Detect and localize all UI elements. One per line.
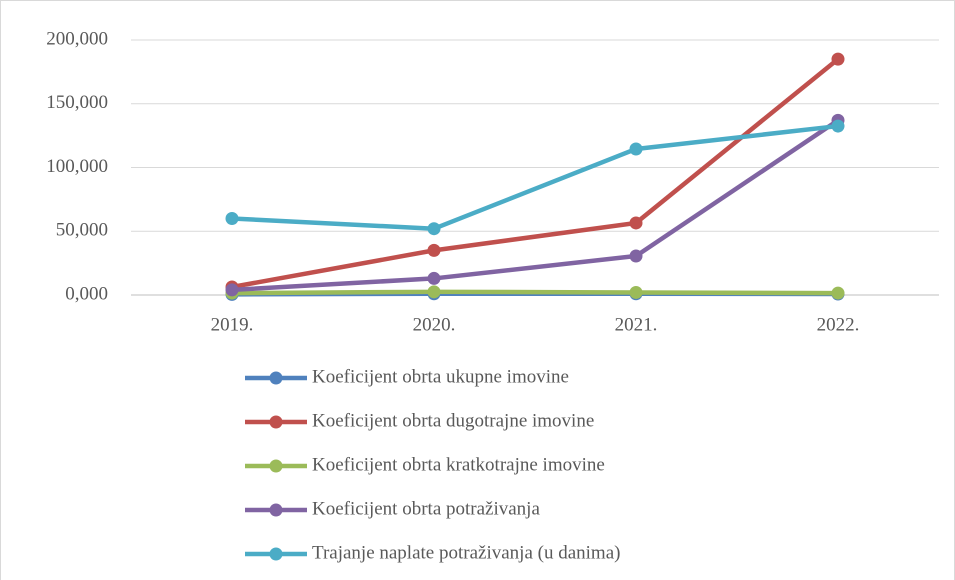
- legend-label: Koeficijent obrta ukupne imovine: [312, 366, 569, 387]
- x-tick-label: 2022.: [817, 314, 860, 335]
- legend-label: Koeficijent obrta kratkotrajne imovine: [312, 454, 605, 475]
- legend-marker: [269, 371, 283, 385]
- y-tick-label: 200,000: [46, 28, 108, 49]
- legend-label: Koeficijent obrta potraživanja: [312, 498, 540, 519]
- x-tick-label: 2019.: [211, 314, 254, 335]
- y-tick-label: 0,000: [65, 283, 108, 304]
- legend-marker: [269, 459, 283, 473]
- series-marker: [629, 249, 643, 263]
- series-marker: [831, 119, 845, 133]
- series-marker: [427, 243, 441, 257]
- series-marker: [225, 283, 239, 297]
- legend-marker: [269, 503, 283, 517]
- legend-label: Trajanje naplate potraživanja (u danima): [312, 542, 620, 563]
- legend-label: Koeficijent obrta dugotrajne imovine: [312, 410, 594, 431]
- series-marker: [831, 286, 845, 300]
- series-marker: [427, 222, 441, 236]
- series-marker: [225, 212, 239, 225]
- y-tick-label: 150,000: [46, 92, 108, 113]
- x-tick-label: 2020.: [413, 314, 456, 335]
- series-marker: [831, 52, 845, 66]
- y-tick-label: 100,000: [46, 156, 108, 177]
- series-line: [231, 57, 840, 290]
- series-marker: [427, 271, 441, 285]
- series-line: [231, 289, 839, 296]
- y-tick-label: 50,000: [56, 220, 108, 241]
- series-line: [231, 118, 840, 293]
- series-line: [231, 123, 839, 231]
- legend-marker: [269, 547, 283, 561]
- x-tick-label: 2021.: [615, 314, 658, 335]
- legend-marker: [269, 415, 283, 429]
- series-marker: [629, 285, 643, 299]
- series-marker: [427, 285, 441, 299]
- series-marker: [629, 142, 643, 156]
- series-marker: [629, 216, 643, 230]
